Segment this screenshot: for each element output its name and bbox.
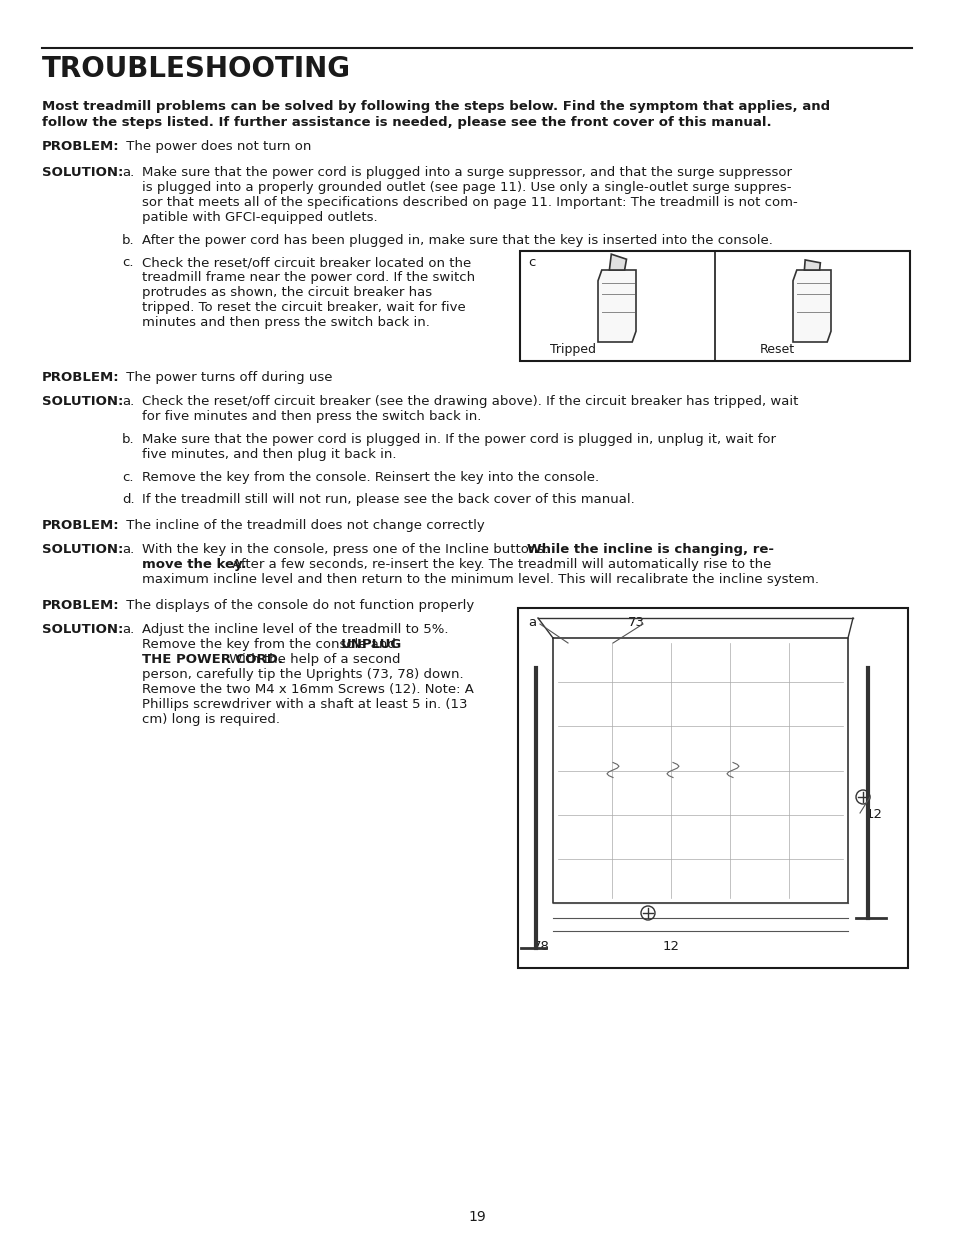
Text: move the key.: move the key. (142, 558, 246, 571)
Text: PROBLEM:: PROBLEM: (42, 599, 119, 613)
Text: SOLUTION:: SOLUTION: (42, 622, 123, 636)
Text: person, carefully tip the Uprights (73, 78) down.: person, carefully tip the Uprights (73, … (142, 668, 463, 680)
Polygon shape (598, 270, 636, 342)
Text: c.: c. (122, 256, 133, 269)
Text: follow the steps listed. If further assistance is needed, please see the front c: follow the steps listed. If further assi… (42, 116, 771, 128)
Text: PROBLEM:: PROBLEM: (42, 519, 119, 532)
Polygon shape (792, 270, 830, 342)
Text: tripped. To reset the circuit breaker, wait for five: tripped. To reset the circuit breaker, w… (142, 301, 465, 314)
Text: d.: d. (122, 493, 134, 506)
Text: Phillips screwdriver with a shaft at least 5 in. (13: Phillips screwdriver with a shaft at lea… (142, 698, 467, 711)
Text: b.: b. (122, 233, 134, 247)
Text: 73: 73 (627, 616, 644, 629)
Text: a: a (527, 616, 536, 629)
Text: Most treadmill problems can be solved by following the steps below. Find the sym: Most treadmill problems can be solved by… (42, 100, 829, 112)
Text: Tripped: Tripped (550, 343, 596, 356)
Text: After the power cord has been plugged in, make sure that the key is inserted int: After the power cord has been plugged in… (142, 233, 772, 247)
Text: UNPLUG: UNPLUG (340, 638, 401, 651)
Text: TROUBLESHOOTING: TROUBLESHOOTING (42, 56, 351, 83)
Text: Make sure that the power cord is plugged in. If the power cord is plugged in, un: Make sure that the power cord is plugged… (142, 433, 775, 446)
Polygon shape (803, 259, 820, 270)
Text: protrudes as shown, the circuit breaker has: protrudes as shown, the circuit breaker … (142, 287, 432, 299)
Text: is plugged into a properly grounded outlet (see page 11). Use only a single-outl: is plugged into a properly grounded outl… (142, 182, 791, 194)
Text: a.: a. (122, 165, 134, 179)
Text: a.: a. (122, 395, 134, 408)
Text: SOLUTION:: SOLUTION: (42, 165, 123, 179)
Text: While the incline is changing, re-: While the incline is changing, re- (526, 543, 773, 556)
Text: The power turns off during use: The power turns off during use (122, 370, 333, 384)
Text: patible with GFCI-equipped outlets.: patible with GFCI-equipped outlets. (142, 211, 377, 224)
Text: THE POWER CORD.: THE POWER CORD. (142, 653, 283, 666)
Text: Remove the key from the console. Reinsert the key into the console.: Remove the key from the console. Reinser… (142, 471, 598, 484)
Text: minutes and then press the switch back in.: minutes and then press the switch back i… (142, 316, 430, 329)
Text: Reset: Reset (760, 343, 794, 356)
Text: cm) long is required.: cm) long is required. (142, 713, 280, 726)
Text: 12: 12 (662, 940, 679, 953)
Text: Adjust the incline level of the treadmill to 5%.: Adjust the incline level of the treadmil… (142, 622, 448, 636)
Text: With the key in the console, press one of the Incline buttons.: With the key in the console, press one o… (142, 543, 552, 556)
Text: a.: a. (122, 543, 134, 556)
Text: The incline of the treadmill does not change correctly: The incline of the treadmill does not ch… (122, 519, 484, 532)
Text: The power does not turn on: The power does not turn on (122, 140, 311, 153)
Text: maximum incline level and then return to the minimum level. This will recalibrat: maximum incline level and then return to… (142, 573, 818, 585)
Text: PROBLEM:: PROBLEM: (42, 140, 119, 153)
Text: for five minutes and then press the switch back in.: for five minutes and then press the swit… (142, 410, 481, 424)
Text: Remove the two M4 x 16mm Screws (12). Note: A: Remove the two M4 x 16mm Screws (12). No… (142, 683, 474, 697)
Text: 12: 12 (865, 808, 882, 821)
Polygon shape (609, 254, 626, 270)
Text: five minutes, and then plug it back in.: five minutes, and then plug it back in. (142, 448, 396, 461)
Text: c.: c. (122, 471, 133, 484)
Text: Check the reset/off circuit breaker located on the: Check the reset/off circuit breaker loca… (142, 256, 471, 269)
Text: If the treadmill still will not run, please see the back cover of this manual.: If the treadmill still will not run, ple… (142, 493, 634, 506)
Text: c: c (527, 256, 535, 269)
Text: Make sure that the power cord is plugged into a surge suppressor, and that the s: Make sure that the power cord is plugged… (142, 165, 791, 179)
Bar (519, 251, 909, 361)
Text: Check the reset/off circuit breaker (see the drawing above). If the circuit brea: Check the reset/off circuit breaker (see… (142, 395, 798, 408)
Text: SOLUTION:: SOLUTION: (42, 543, 123, 556)
Text: a.: a. (122, 622, 134, 636)
Text: The displays of the console do not function properly: The displays of the console do not funct… (122, 599, 474, 613)
Text: 19: 19 (468, 1210, 485, 1224)
Bar (517, 608, 907, 968)
Text: PROBLEM:: PROBLEM: (42, 370, 119, 384)
Text: With the help of a second: With the help of a second (224, 653, 399, 666)
Text: sor that meets all of the specifications described on page 11. Important: The tr: sor that meets all of the specifications… (142, 196, 797, 209)
Text: SOLUTION:: SOLUTION: (42, 395, 123, 408)
Text: treadmill frame near the power cord. If the switch: treadmill frame near the power cord. If … (142, 270, 475, 284)
Text: 78: 78 (533, 940, 549, 953)
Text: Remove the key from the console and: Remove the key from the console and (142, 638, 399, 651)
Text: After a few seconds, re-insert the key. The treadmill will automatically rise to: After a few seconds, re-insert the key. … (228, 558, 771, 571)
Text: b.: b. (122, 433, 134, 446)
